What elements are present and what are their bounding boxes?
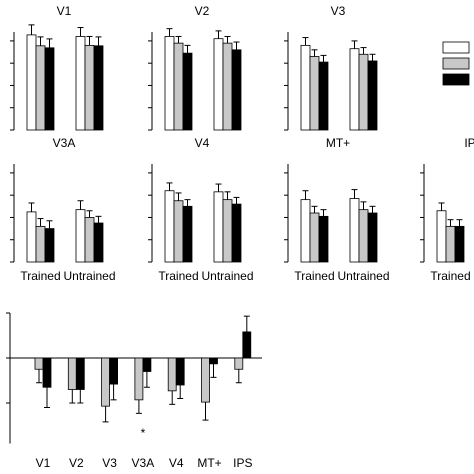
bar [213, 38, 224, 131]
panel-title: MT+ [326, 136, 350, 150]
panel-title: V3A [53, 136, 76, 150]
panel-title: V3 [331, 4, 346, 18]
x-tick-label: V3 [102, 456, 117, 470]
x-tick-label: V4 [169, 456, 184, 470]
bar [300, 44, 311, 131]
bar [175, 357, 185, 386]
bar [44, 47, 55, 131]
bar [84, 217, 95, 263]
bar [75, 209, 86, 263]
x-tick-label: V3A [132, 456, 155, 470]
bar [201, 357, 210, 403]
bar [367, 212, 378, 263]
x-tick-label: Trained [294, 269, 334, 283]
annotation: * [141, 426, 146, 440]
bar [454, 225, 465, 263]
bar [93, 45, 104, 131]
bar [318, 215, 329, 263]
bar [222, 199, 233, 263]
bar [173, 200, 184, 263]
panel-title: V4 [195, 136, 210, 150]
bar [234, 357, 244, 370]
bar [318, 61, 329, 131]
bar [436, 210, 447, 263]
x-tick-label: Untrained [337, 269, 389, 283]
bar [213, 191, 224, 263]
x-tick-label: MT+ [197, 456, 221, 470]
bar [67, 357, 77, 390]
bar [300, 199, 311, 263]
bar [35, 45, 46, 131]
bar [75, 357, 85, 390]
bar [231, 49, 242, 131]
bar [101, 357, 110, 407]
bar [44, 228, 55, 263]
bar [42, 357, 52, 388]
x-tick-label: Untrained [63, 269, 115, 283]
bar [182, 205, 193, 263]
bar [35, 225, 46, 263]
bar [142, 357, 152, 372]
bar [182, 52, 193, 131]
bar [367, 60, 378, 131]
bar [26, 34, 37, 131]
bar [34, 357, 44, 370]
bar [358, 209, 369, 263]
x-tick-label: IPS [233, 456, 252, 470]
bar [109, 357, 118, 385]
bar [75, 36, 86, 131]
bar [26, 211, 37, 263]
panel-title: V2 [195, 4, 210, 18]
bar [164, 36, 175, 131]
bar [242, 331, 252, 359]
x-tick-label: V1 [36, 456, 51, 470]
legend-swatch [442, 57, 470, 70]
bar [167, 357, 177, 392]
bar [84, 44, 95, 131]
bar [309, 212, 320, 263]
bar [231, 203, 242, 263]
bar [164, 190, 175, 263]
bar [173, 42, 184, 131]
x-tick-label: Trained [158, 269, 198, 283]
bar [358, 53, 369, 131]
bar [134, 357, 144, 401]
x-tick-label: Untrained [201, 269, 253, 283]
x-tick-label: Trained [430, 269, 470, 283]
legend-swatch [442, 41, 470, 54]
bar [222, 42, 233, 131]
bar [309, 56, 320, 131]
x-tick-label: Trained [20, 269, 60, 283]
bar [349, 198, 360, 263]
bar [445, 225, 456, 263]
x-tick-label: V2 [69, 456, 84, 470]
bar [209, 357, 218, 365]
bar [93, 222, 104, 263]
bar [349, 48, 360, 131]
legend-swatch [442, 73, 470, 86]
panel-title: IPS [464, 136, 474, 150]
panel-title: V1 [57, 4, 72, 18]
